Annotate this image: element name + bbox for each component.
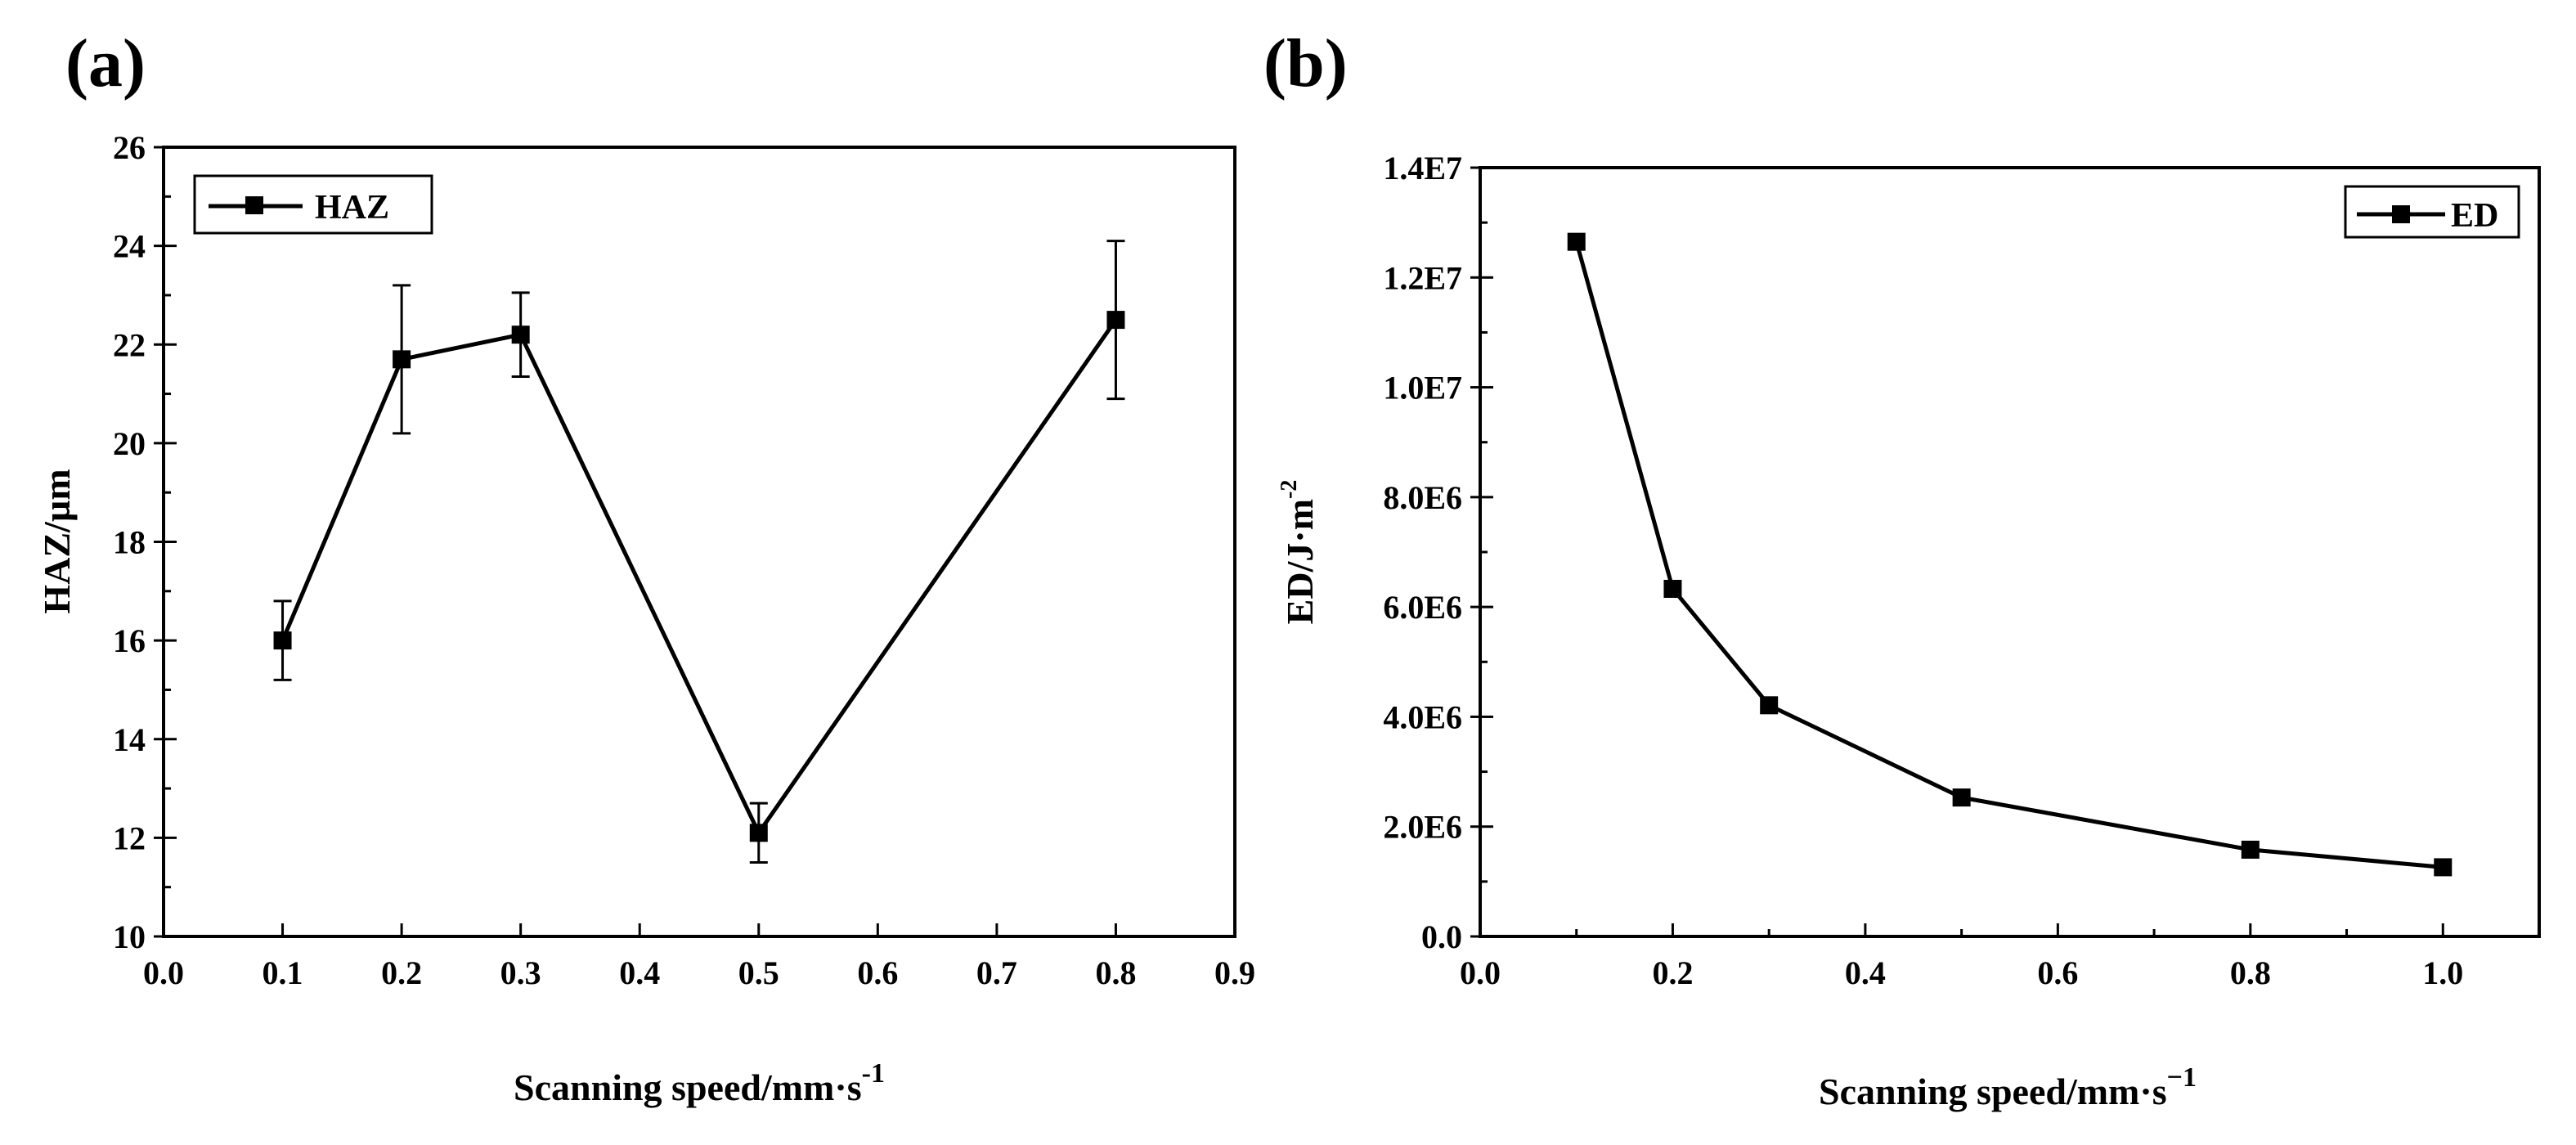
x-tick-label: 0.0 — [1460, 954, 1501, 991]
x-tick-label: 0.1 — [263, 954, 303, 991]
data-point — [2241, 840, 2260, 859]
panel-a-series — [273, 240, 1125, 864]
panel-b-x-axis: 0.0 0.2 0.4 0.6 0.8 1.0 — [1460, 923, 2463, 991]
panel-b-series — [1567, 232, 2453, 877]
x-tick-label: 0.4 — [1845, 954, 1886, 991]
x-tick-label: 0.7 — [976, 954, 1017, 991]
x-tick-label: 0.0 — [143, 954, 184, 991]
panel-b-legend: ED — [2344, 185, 2520, 239]
x-tick-label: 0.9 — [1214, 954, 1255, 991]
data-point — [1952, 788, 1971, 807]
x-tick-label: 0.3 — [500, 954, 541, 991]
data-point — [1106, 311, 1125, 330]
series-line-ed — [1574, 240, 2444, 869]
y-tick-label: 2.0E6 — [1383, 809, 1462, 846]
y-tick-label: 6.0E6 — [1383, 589, 1462, 626]
x-tick-label: 0.2 — [381, 954, 422, 991]
y-tick-label: 18 — [113, 524, 146, 561]
x-tick-label: 0.6 — [2037, 954, 2078, 991]
x-tick-label: 0.8 — [2230, 954, 2271, 991]
y-tick-label: 26 — [113, 129, 146, 166]
y-tick-label: 24 — [113, 228, 146, 265]
panel-b-label: (b) — [1263, 25, 1348, 101]
panel-b-y-axis: 0.0 2.0E6 4.0E6 6.0E6 8.0E6 1.0E7 1.2E7 1.4E7 — [1383, 150, 1493, 955]
y-tick-label: 16 — [113, 622, 146, 659]
x-tick-label: 0.2 — [1652, 954, 1693, 991]
data-point — [1663, 579, 1682, 598]
data-point — [273, 631, 292, 650]
x-tick-label: 1.0 — [2422, 954, 2463, 991]
y-tick-label: 14 — [113, 721, 146, 758]
data-point — [1567, 232, 1586, 251]
panel-a-x-axis: 0.0 0.1 0.2 0.3 0.4 0.5 0.6 0.7 0.8 0.9 — [143, 923, 1255, 991]
data-point — [1760, 696, 1779, 715]
data-point — [749, 824, 768, 842]
panel-b-legend-box — [2344, 185, 2520, 239]
data-point — [511, 326, 530, 344]
y-tick-label: 12 — [113, 819, 146, 856]
y-tick-label: 1.0E7 — [1383, 370, 1462, 406]
y-tick-label: 8.0E6 — [1383, 479, 1462, 516]
series-line-haz — [280, 318, 1118, 837]
panel-a-y-axis-title: HAZ/µm — [36, 469, 78, 613]
y-tick-label: 1.4E7 — [1383, 150, 1462, 186]
x-tick-label: 0.6 — [857, 954, 898, 991]
panel-a-legend-label: HAZ — [315, 189, 389, 227]
panel-b-plot-frame — [1479, 166, 2541, 938]
x-tick-label: 0.5 — [738, 954, 779, 991]
panel-a-x-axis-title: Scanning speed/mm·s-1 — [514, 1058, 885, 1108]
y-tick-label: 4.0E6 — [1383, 698, 1462, 735]
panel-b-legend-marker — [2392, 205, 2410, 223]
data-point — [2434, 858, 2453, 877]
panel-a-label: (a) — [65, 25, 146, 101]
x-tick-label: 0.8 — [1095, 954, 1136, 991]
panel-b-y-axis-title: ED/J·m-2 — [1277, 480, 1321, 625]
y-tick-label: 22 — [113, 326, 146, 363]
y-tick-label: 20 — [113, 425, 146, 462]
y-tick-label: 10 — [113, 918, 146, 955]
data-point — [393, 350, 411, 369]
panel-b-x-axis-title: Scanning speed/mm·s−1 — [1819, 1062, 2197, 1112]
panel-b-ed-chart: (b) 0.0 0.2 0.4 0.6 0.8 1.0 0.0 2.0E6 4.0E6 6.0E… — [1263, 25, 2541, 1112]
panel-a-legend: HAZ — [193, 174, 433, 235]
panel-a-haz-chart: (a) 0.0 0.1 0.2 0.3 0.4 0.5 0.6 0.7 0.8 0.9 10121… — [36, 25, 1255, 1108]
panel-a-legend-marker — [245, 196, 263, 214]
y-tick-label: 1.2E7 — [1383, 259, 1462, 296]
y-tick-label: 0.0 — [1421, 918, 1462, 955]
panel-b-legend-label: ED — [2451, 197, 2498, 235]
panel-a-y-axis: 10 12 14 16 18 20 22 24 26 — [113, 129, 177, 955]
x-tick-label: 0.4 — [619, 954, 660, 991]
